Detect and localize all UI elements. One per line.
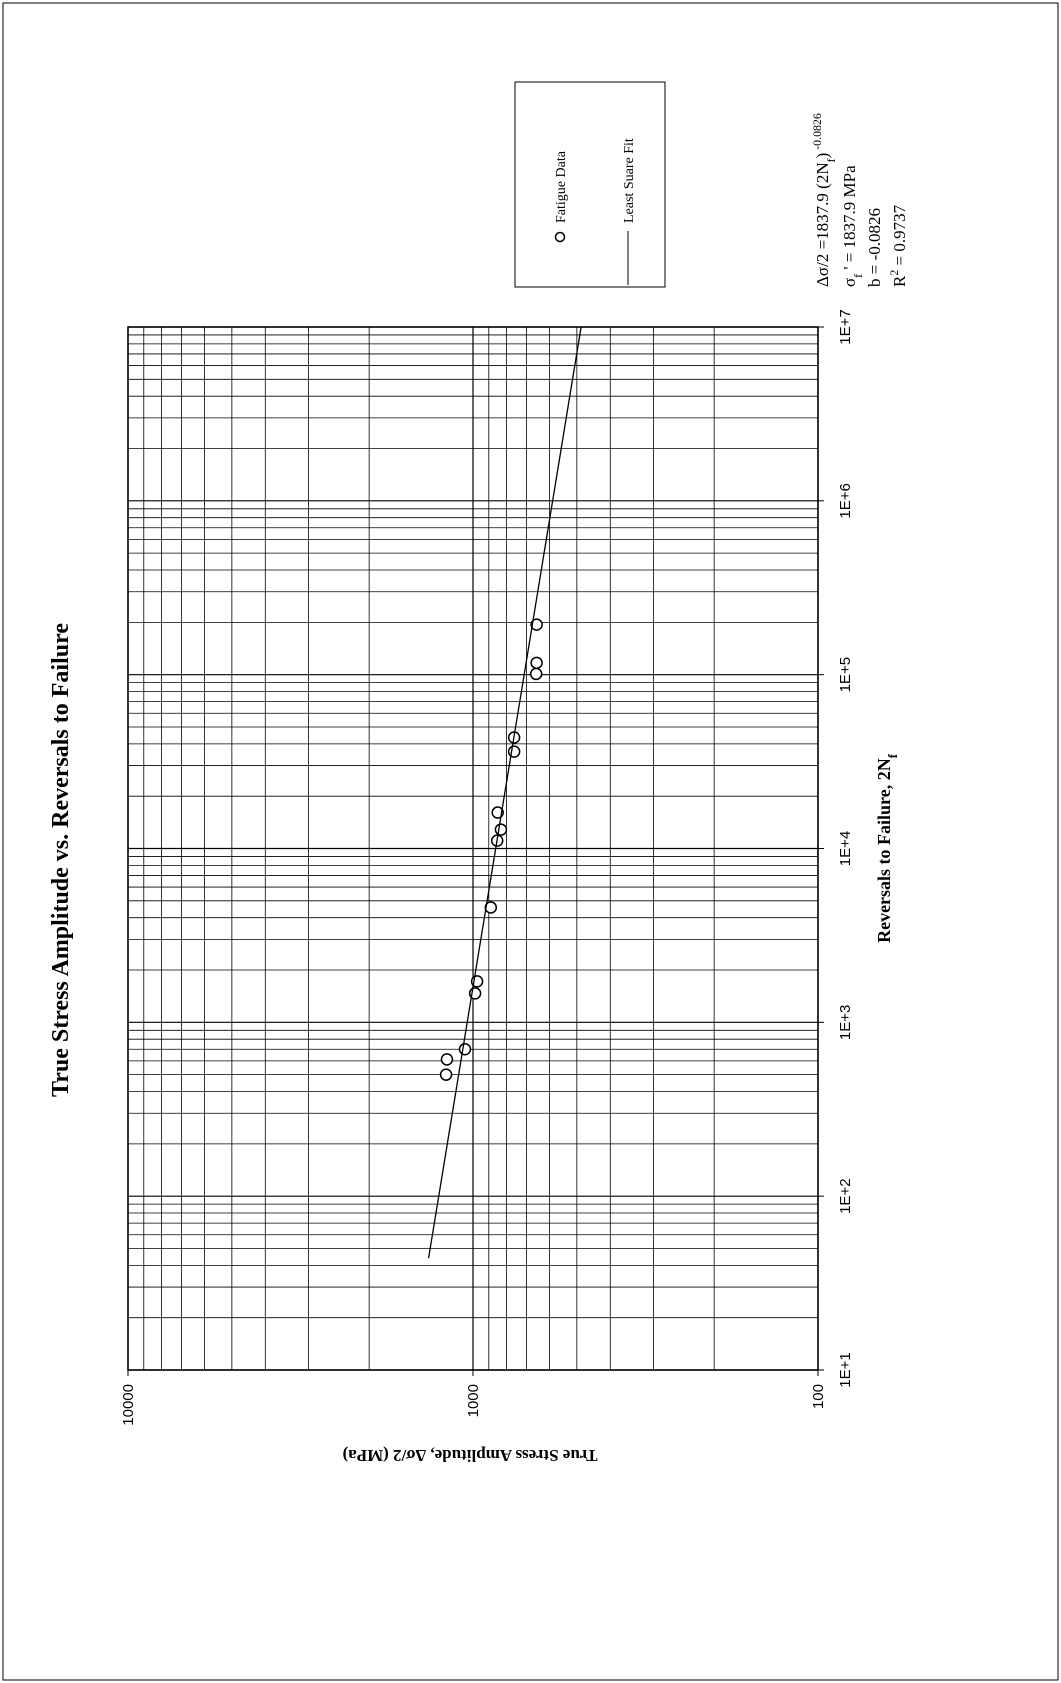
x-tick-label: 1E+5 <box>837 657 854 692</box>
text-part: ) <box>813 153 832 159</box>
x-tick-label: 1E+3 <box>837 1005 854 1040</box>
text-part: Reversals to Failure, 2N <box>874 758 894 943</box>
x-tick-label: 1E+2 <box>837 1178 854 1213</box>
text-part: b = -0.0826 <box>865 208 884 287</box>
chart: True Stress Amplitude vs. Reversals to F… <box>48 81 909 1465</box>
data-point <box>507 745 521 758</box>
x-tick-label: 1E+6 <box>837 483 854 518</box>
y-tick-label: 10000 <box>120 1384 137 1426</box>
text-part: f <box>824 158 838 162</box>
rich-text: Δσ/2 =1837.9 (2Nf) -0.0826 <box>810 113 838 287</box>
text-part: f <box>886 753 900 758</box>
text-part: R <box>890 275 909 287</box>
data-point <box>440 1053 454 1066</box>
plot-frame <box>127 326 819 1371</box>
x-tick-label: 1E+1 <box>837 1352 854 1387</box>
text-part: σ <box>840 278 859 287</box>
text-part: ' = 1837.9 MPa <box>840 165 859 274</box>
y-tick-label: 1000 <box>465 1384 482 1417</box>
text-part: -0.0826 <box>810 113 824 153</box>
data-point <box>458 1043 472 1056</box>
x-tick-label: 1E+4 <box>837 831 854 866</box>
data-point <box>439 1068 453 1081</box>
y-axis-label: True Stress Amplitude, Δσ/2 (MPa) <box>343 1446 598 1465</box>
data-point <box>484 901 498 914</box>
legend-label: Least Suare Fit <box>622 138 637 223</box>
text-part: Δσ/2 =1837.9 (2N <box>813 162 832 287</box>
chart-title: True Stress Amplitude vs. Reversals to F… <box>48 623 74 1097</box>
rich-text: Reversals to Failure, 2Nf <box>874 753 900 943</box>
legend-box <box>514 81 666 288</box>
text-part: = 0.9737 <box>890 204 909 269</box>
data-point <box>530 618 543 631</box>
rich-text: R2 = 0.9737 <box>887 204 909 287</box>
fit-line <box>427 326 582 1259</box>
data-point <box>494 823 508 836</box>
legend-label: Fatigue Data <box>554 150 569 223</box>
rich-text: σf ' = 1837.9 MPa <box>840 165 865 287</box>
y-tick-label: 100 <box>810 1384 827 1409</box>
rich-text: b = -0.0826 <box>865 208 884 287</box>
data-point <box>530 656 543 670</box>
data-point <box>529 667 543 681</box>
text-part: f <box>851 274 865 278</box>
x-tick-label: 1E+7 <box>837 309 854 344</box>
data-point <box>491 806 504 819</box>
legend-marker <box>554 231 566 243</box>
text-part: 2 <box>887 270 901 276</box>
